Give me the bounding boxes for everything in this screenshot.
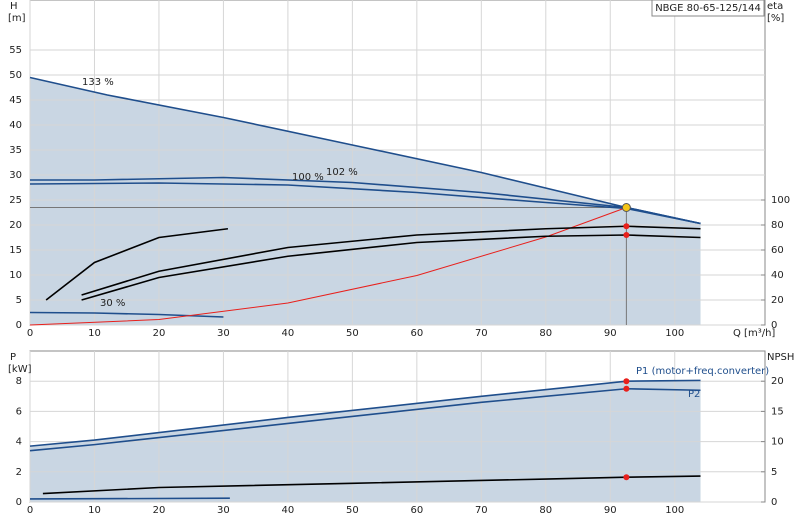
x-tick-label: 20 bbox=[153, 505, 166, 516]
operating-point bbox=[623, 378, 630, 385]
y-tick-label: 35 bbox=[9, 145, 22, 156]
annotation: 102 % bbox=[326, 167, 358, 178]
x-tick-label: 100 bbox=[665, 328, 684, 339]
y-tick-label: 5 bbox=[16, 295, 22, 306]
x-tick-label: 50 bbox=[346, 505, 359, 516]
chart-title: NBGE 80-65-125/144 bbox=[655, 3, 761, 14]
y-tick-label: 4 bbox=[16, 437, 22, 448]
x-tick-label: 10 bbox=[88, 328, 101, 339]
curve-label: P2 bbox=[688, 389, 700, 400]
x-tick-label: 60 bbox=[410, 328, 423, 339]
operating-point bbox=[623, 474, 630, 481]
operating-point bbox=[621, 203, 631, 212]
x-tick-label: 70 bbox=[475, 328, 488, 339]
x-tick-label: 80 bbox=[539, 505, 552, 516]
curve bbox=[29, 207, 627, 326]
y2-tick-label: 100 bbox=[771, 195, 790, 206]
operating-point bbox=[623, 385, 630, 392]
y-tick-label: 15 bbox=[9, 245, 22, 256]
y-tick-label: 8 bbox=[16, 376, 22, 387]
curve bbox=[29, 497, 230, 500]
annotation: 133 % bbox=[82, 77, 114, 88]
y2-tick-label: 60 bbox=[771, 245, 784, 256]
title-box bbox=[651, 0, 765, 17]
x-tick-label: 40 bbox=[282, 328, 295, 339]
y2-tick-label: 0 bbox=[771, 497, 777, 508]
y-axis-unit: [m] bbox=[8, 13, 26, 24]
x-tick-label: 80 bbox=[539, 328, 552, 339]
x-tick-label: 90 bbox=[604, 328, 617, 339]
y2-tick-label: 10 bbox=[771, 437, 784, 448]
y2-tick-label: 80 bbox=[771, 220, 784, 231]
x-tick-label: 30 bbox=[217, 505, 230, 516]
x-tick-label: 10 bbox=[88, 505, 101, 516]
operating-point bbox=[623, 232, 630, 238]
curve bbox=[45, 227, 229, 301]
y-tick-label: 6 bbox=[16, 406, 22, 417]
annotation: 30 % bbox=[100, 298, 125, 309]
x-tick-label: 0 bbox=[27, 505, 33, 516]
y-axis-label: P bbox=[10, 352, 16, 363]
annotation: 100 % bbox=[292, 172, 324, 183]
y2-tick-label: 20 bbox=[771, 376, 784, 387]
envelope-fill bbox=[30, 77, 701, 325]
operating-point bbox=[623, 223, 630, 230]
x-tick-label: 0 bbox=[27, 328, 33, 339]
curve bbox=[29, 379, 701, 447]
y-tick-label: 10 bbox=[9, 270, 22, 281]
x-axis-label: Q [m³/h] bbox=[733, 328, 775, 339]
curve-label: P1 (motor+freq.converter) bbox=[636, 366, 769, 377]
x-tick-label: 20 bbox=[153, 328, 166, 339]
y2-tick-label: 15 bbox=[771, 406, 784, 417]
y2-tick-label: 40 bbox=[771, 270, 784, 281]
y-tick-label: 20 bbox=[9, 220, 22, 231]
y2-tick-label: 20 bbox=[771, 295, 784, 306]
y-tick-label: 55 bbox=[9, 45, 22, 56]
y2-axis-label: eta bbox=[767, 1, 783, 12]
x-tick-label: 70 bbox=[475, 505, 488, 516]
x-tick-label: 30 bbox=[217, 328, 230, 339]
y-axis-label: H bbox=[10, 1, 18, 12]
y-tick-label: 45 bbox=[9, 95, 22, 106]
y-tick-label: 40 bbox=[9, 120, 22, 131]
y-tick-label: 0 bbox=[16, 497, 22, 508]
x-tick-label: 40 bbox=[282, 505, 295, 516]
y-tick-label: 50 bbox=[9, 70, 22, 81]
y2-axis-label: NPSH bbox=[767, 352, 794, 363]
x-tick-label: 50 bbox=[346, 328, 359, 339]
y2-axis-unit: [%] bbox=[767, 13, 784, 24]
y-tick-label: 2 bbox=[16, 467, 22, 478]
x-tick-label: 60 bbox=[410, 505, 423, 516]
curve bbox=[29, 387, 701, 452]
y2-tick-label: 0 bbox=[771, 320, 777, 331]
x-tick-label: 100 bbox=[665, 505, 684, 516]
y-tick-label: 25 bbox=[9, 195, 22, 206]
y-axis-unit: [kW] bbox=[8, 364, 32, 375]
y-tick-label: 30 bbox=[9, 170, 22, 181]
x-tick-label: 90 bbox=[604, 505, 617, 516]
curve bbox=[42, 475, 701, 495]
y-tick-label: 0 bbox=[16, 320, 22, 331]
y2-tick-label: 5 bbox=[771, 467, 777, 478]
